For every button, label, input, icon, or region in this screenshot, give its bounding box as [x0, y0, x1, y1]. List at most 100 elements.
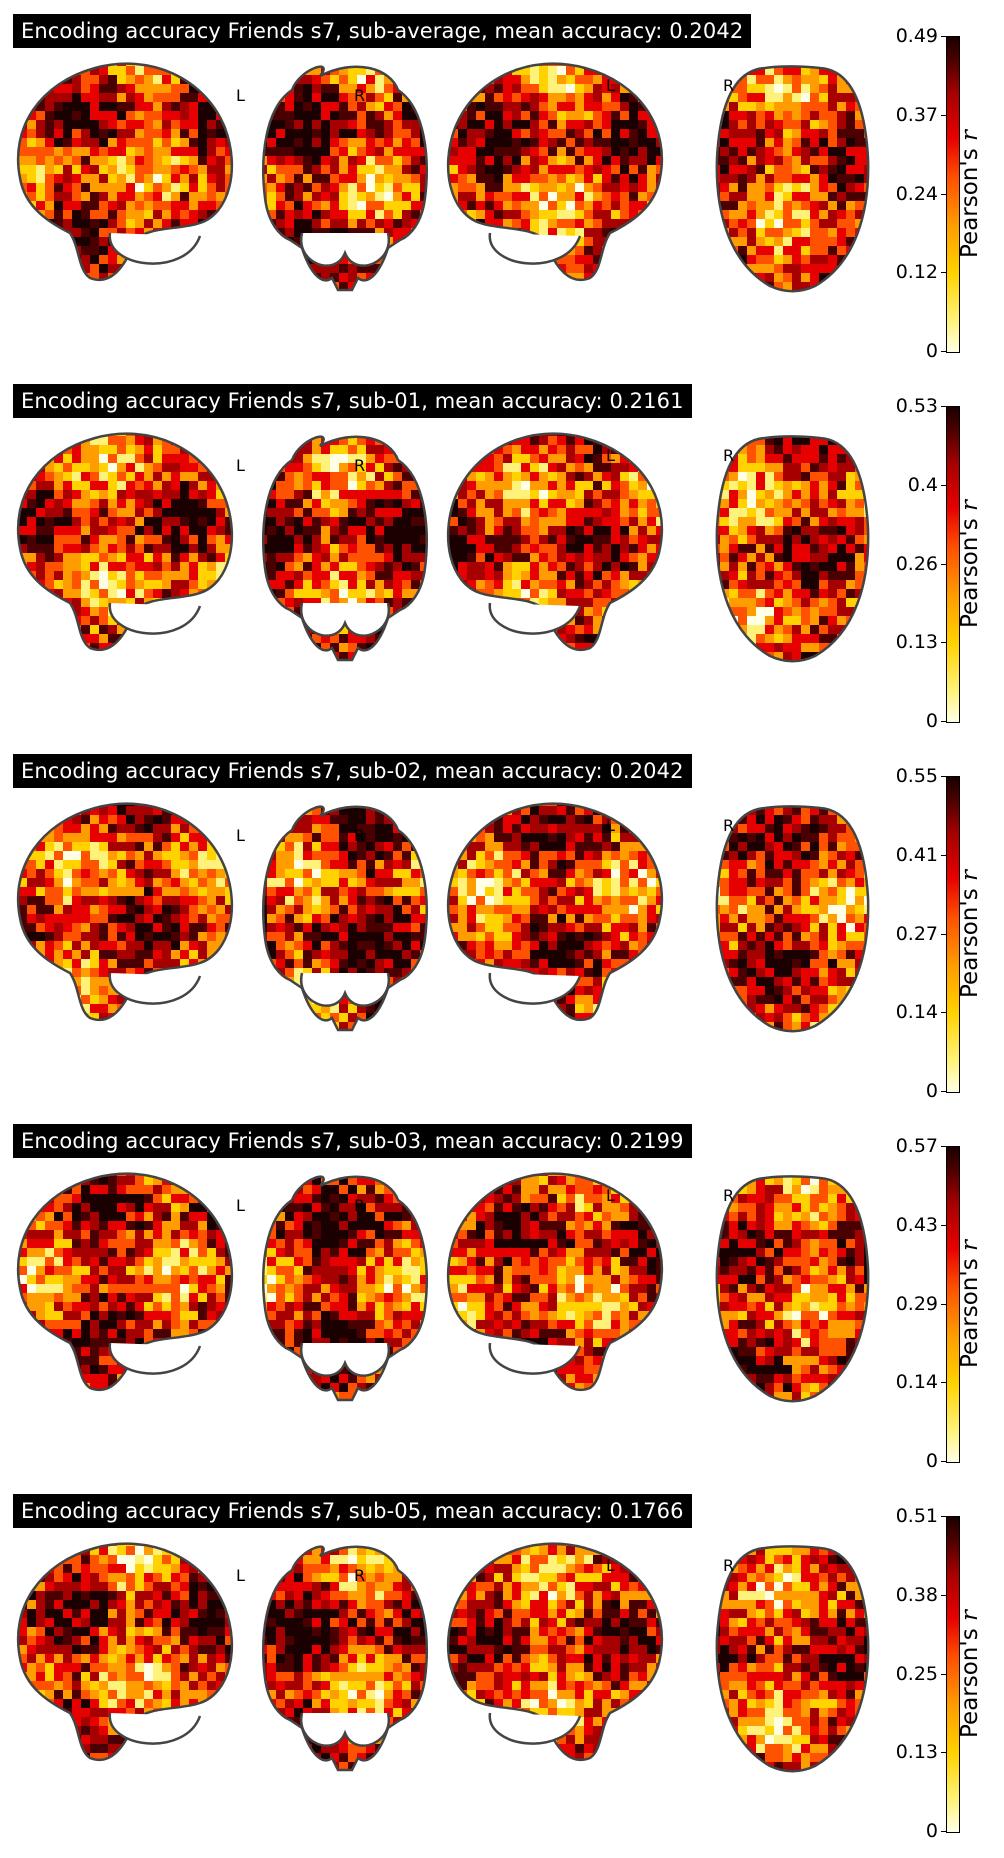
- colorbar-tick-mark: [941, 642, 946, 643]
- colorbar-tick-label: 0.24: [882, 184, 938, 204]
- right-hemisphere-label: R: [354, 1566, 365, 1585]
- colorbar-tick-mark: [941, 1146, 946, 1147]
- right-hemisphere-label: R: [723, 446, 734, 465]
- colorbar-tick-mark: [941, 485, 946, 486]
- left-hemisphere-label: L: [236, 1566, 245, 1585]
- colorbar-tick-label: 0.14: [882, 1372, 938, 1392]
- colorbar-label-symbol: r: [957, 1240, 983, 1251]
- colorbar-label: Pearson's r: [957, 130, 983, 258]
- axial-view: [675, 1488, 915, 1788]
- right-hemisphere-label: R: [723, 76, 734, 95]
- colorbar-tick-mark: [941, 1674, 946, 1675]
- colorbar-tick-mark: [941, 855, 946, 856]
- sagittal-right-view: [440, 1118, 690, 1418]
- colorbar-tick-label: 0: [882, 711, 938, 731]
- colorbar-tick-label: 0: [882, 1451, 938, 1471]
- colorbar-label-text: Pearson's: [957, 1621, 983, 1738]
- colorbar-label-text: Pearson's: [957, 511, 983, 628]
- sagittal-right-view: [440, 1488, 690, 1788]
- colorbar-tick-mark: [941, 564, 946, 565]
- colorbar-label-symbol: r: [957, 870, 983, 881]
- brain-panel: L R L R Encoding accuracy Friends s7, sub-02…: [0, 748, 1004, 1118]
- left-hemisphere-label: L: [236, 86, 245, 105]
- sagittal-left-view: [0, 748, 250, 1048]
- colorbar-tick-label: 0.43: [882, 1215, 938, 1235]
- colorbar-tick-label: 0.37: [882, 105, 938, 125]
- coronal-view: [240, 748, 450, 1048]
- sagittal-right-view: [440, 8, 690, 308]
- coronal-view: [240, 378, 450, 678]
- right-hemisphere-label: R: [354, 456, 365, 475]
- colorbar-tick-label: 0.26: [882, 554, 938, 574]
- colorbar-tick-label: 0.49: [882, 26, 938, 46]
- left-hemisphere-label: L: [606, 76, 615, 95]
- sagittal-left-view: [0, 1488, 250, 1788]
- left-hemisphere-label: L: [236, 1196, 245, 1215]
- panel-title: Encoding accuracy Friends s7, sub-05, me…: [13, 1494, 692, 1528]
- coronal-view: [240, 1488, 450, 1788]
- colorbar-tick-mark: [941, 721, 946, 722]
- colorbar-tick-mark: [941, 272, 946, 273]
- colorbar-tick-mark: [941, 351, 946, 352]
- panel-title: Encoding accuracy Friends s7, sub-02, me…: [13, 754, 692, 788]
- right-hemisphere-label: R: [354, 86, 365, 105]
- colorbar-tick-label: 0.29: [882, 1294, 938, 1314]
- colorbar-tick-mark: [941, 776, 946, 777]
- colorbar-tick-mark: [941, 1382, 946, 1383]
- colorbar-label-symbol: r: [957, 130, 983, 141]
- panel-title: Encoding accuracy Friends s7, sub-01, me…: [13, 384, 692, 418]
- sagittal-left-view: [0, 378, 250, 678]
- coronal-view: [240, 8, 450, 308]
- sagittal-right-view: [440, 748, 690, 1048]
- colorbar-tick-label: 0.57: [882, 1136, 938, 1156]
- colorbar-tick-label: 0.14: [882, 1002, 938, 1022]
- colorbar-tick-label: 0.12: [882, 262, 938, 282]
- colorbar-tick-mark: [941, 1225, 946, 1226]
- colorbar-tick-mark: [941, 1595, 946, 1596]
- colorbar-label-symbol: r: [957, 500, 983, 511]
- colorbar-tick-label: 0: [882, 1821, 938, 1841]
- axial-view: [675, 378, 915, 678]
- colorbar-label-symbol: r: [957, 1610, 983, 1621]
- colorbar-tick-label: 0: [882, 341, 938, 361]
- colorbar-tick-label: 0.38: [882, 1585, 938, 1605]
- left-hemisphere-label: L: [606, 1186, 615, 1205]
- colorbar-tick-mark: [941, 1516, 946, 1517]
- colorbar-tick-mark: [941, 1012, 946, 1013]
- left-hemisphere-label: L: [236, 826, 245, 845]
- panel-title: Encoding accuracy Friends s7, sub-03, me…: [13, 1124, 692, 1158]
- axial-view: [675, 8, 915, 308]
- panel-title: Encoding accuracy Friends s7, sub-averag…: [13, 14, 751, 48]
- right-hemisphere-label: R: [723, 1186, 734, 1205]
- sagittal-right-view: [440, 378, 690, 678]
- colorbar-tick-label: 0.51: [882, 1506, 938, 1526]
- colorbar-tick-mark: [941, 1091, 946, 1092]
- left-hemisphere-label: L: [606, 816, 615, 835]
- colorbar-label: Pearson's r: [957, 870, 983, 998]
- colorbar-tick-mark: [941, 1831, 946, 1832]
- colorbar-tick-mark: [941, 36, 946, 37]
- colorbar-tick-mark: [941, 1752, 946, 1753]
- colorbar-tick-label: 0: [882, 1081, 938, 1101]
- colorbar-label: Pearson's r: [957, 500, 983, 628]
- colorbar-tick-mark: [941, 115, 946, 116]
- coronal-view: [240, 1118, 450, 1418]
- colorbar-label: Pearson's r: [957, 1240, 983, 1368]
- right-hemisphere-label: R: [354, 826, 365, 845]
- colorbar-tick-mark: [941, 934, 946, 935]
- brain-panel: L R L R Encoding accuracy Friends s7, sub-03…: [0, 1118, 1004, 1488]
- colorbar-tick-mark: [941, 194, 946, 195]
- axial-view: [675, 748, 915, 1048]
- colorbar-tick-mark: [941, 1461, 946, 1462]
- colorbar-label-text: Pearson's: [957, 141, 983, 258]
- colorbar-tick-label: 0.41: [882, 845, 938, 865]
- right-hemisphere-label: R: [354, 1196, 365, 1215]
- colorbar-tick-label: 0.27: [882, 924, 938, 944]
- colorbar-tick-label: 0.25: [882, 1664, 938, 1684]
- sagittal-left-view: [0, 1118, 250, 1418]
- axial-view: [675, 1118, 915, 1418]
- colorbar-tick-label: 0.53: [882, 396, 938, 416]
- right-hemisphere-label: R: [723, 816, 734, 835]
